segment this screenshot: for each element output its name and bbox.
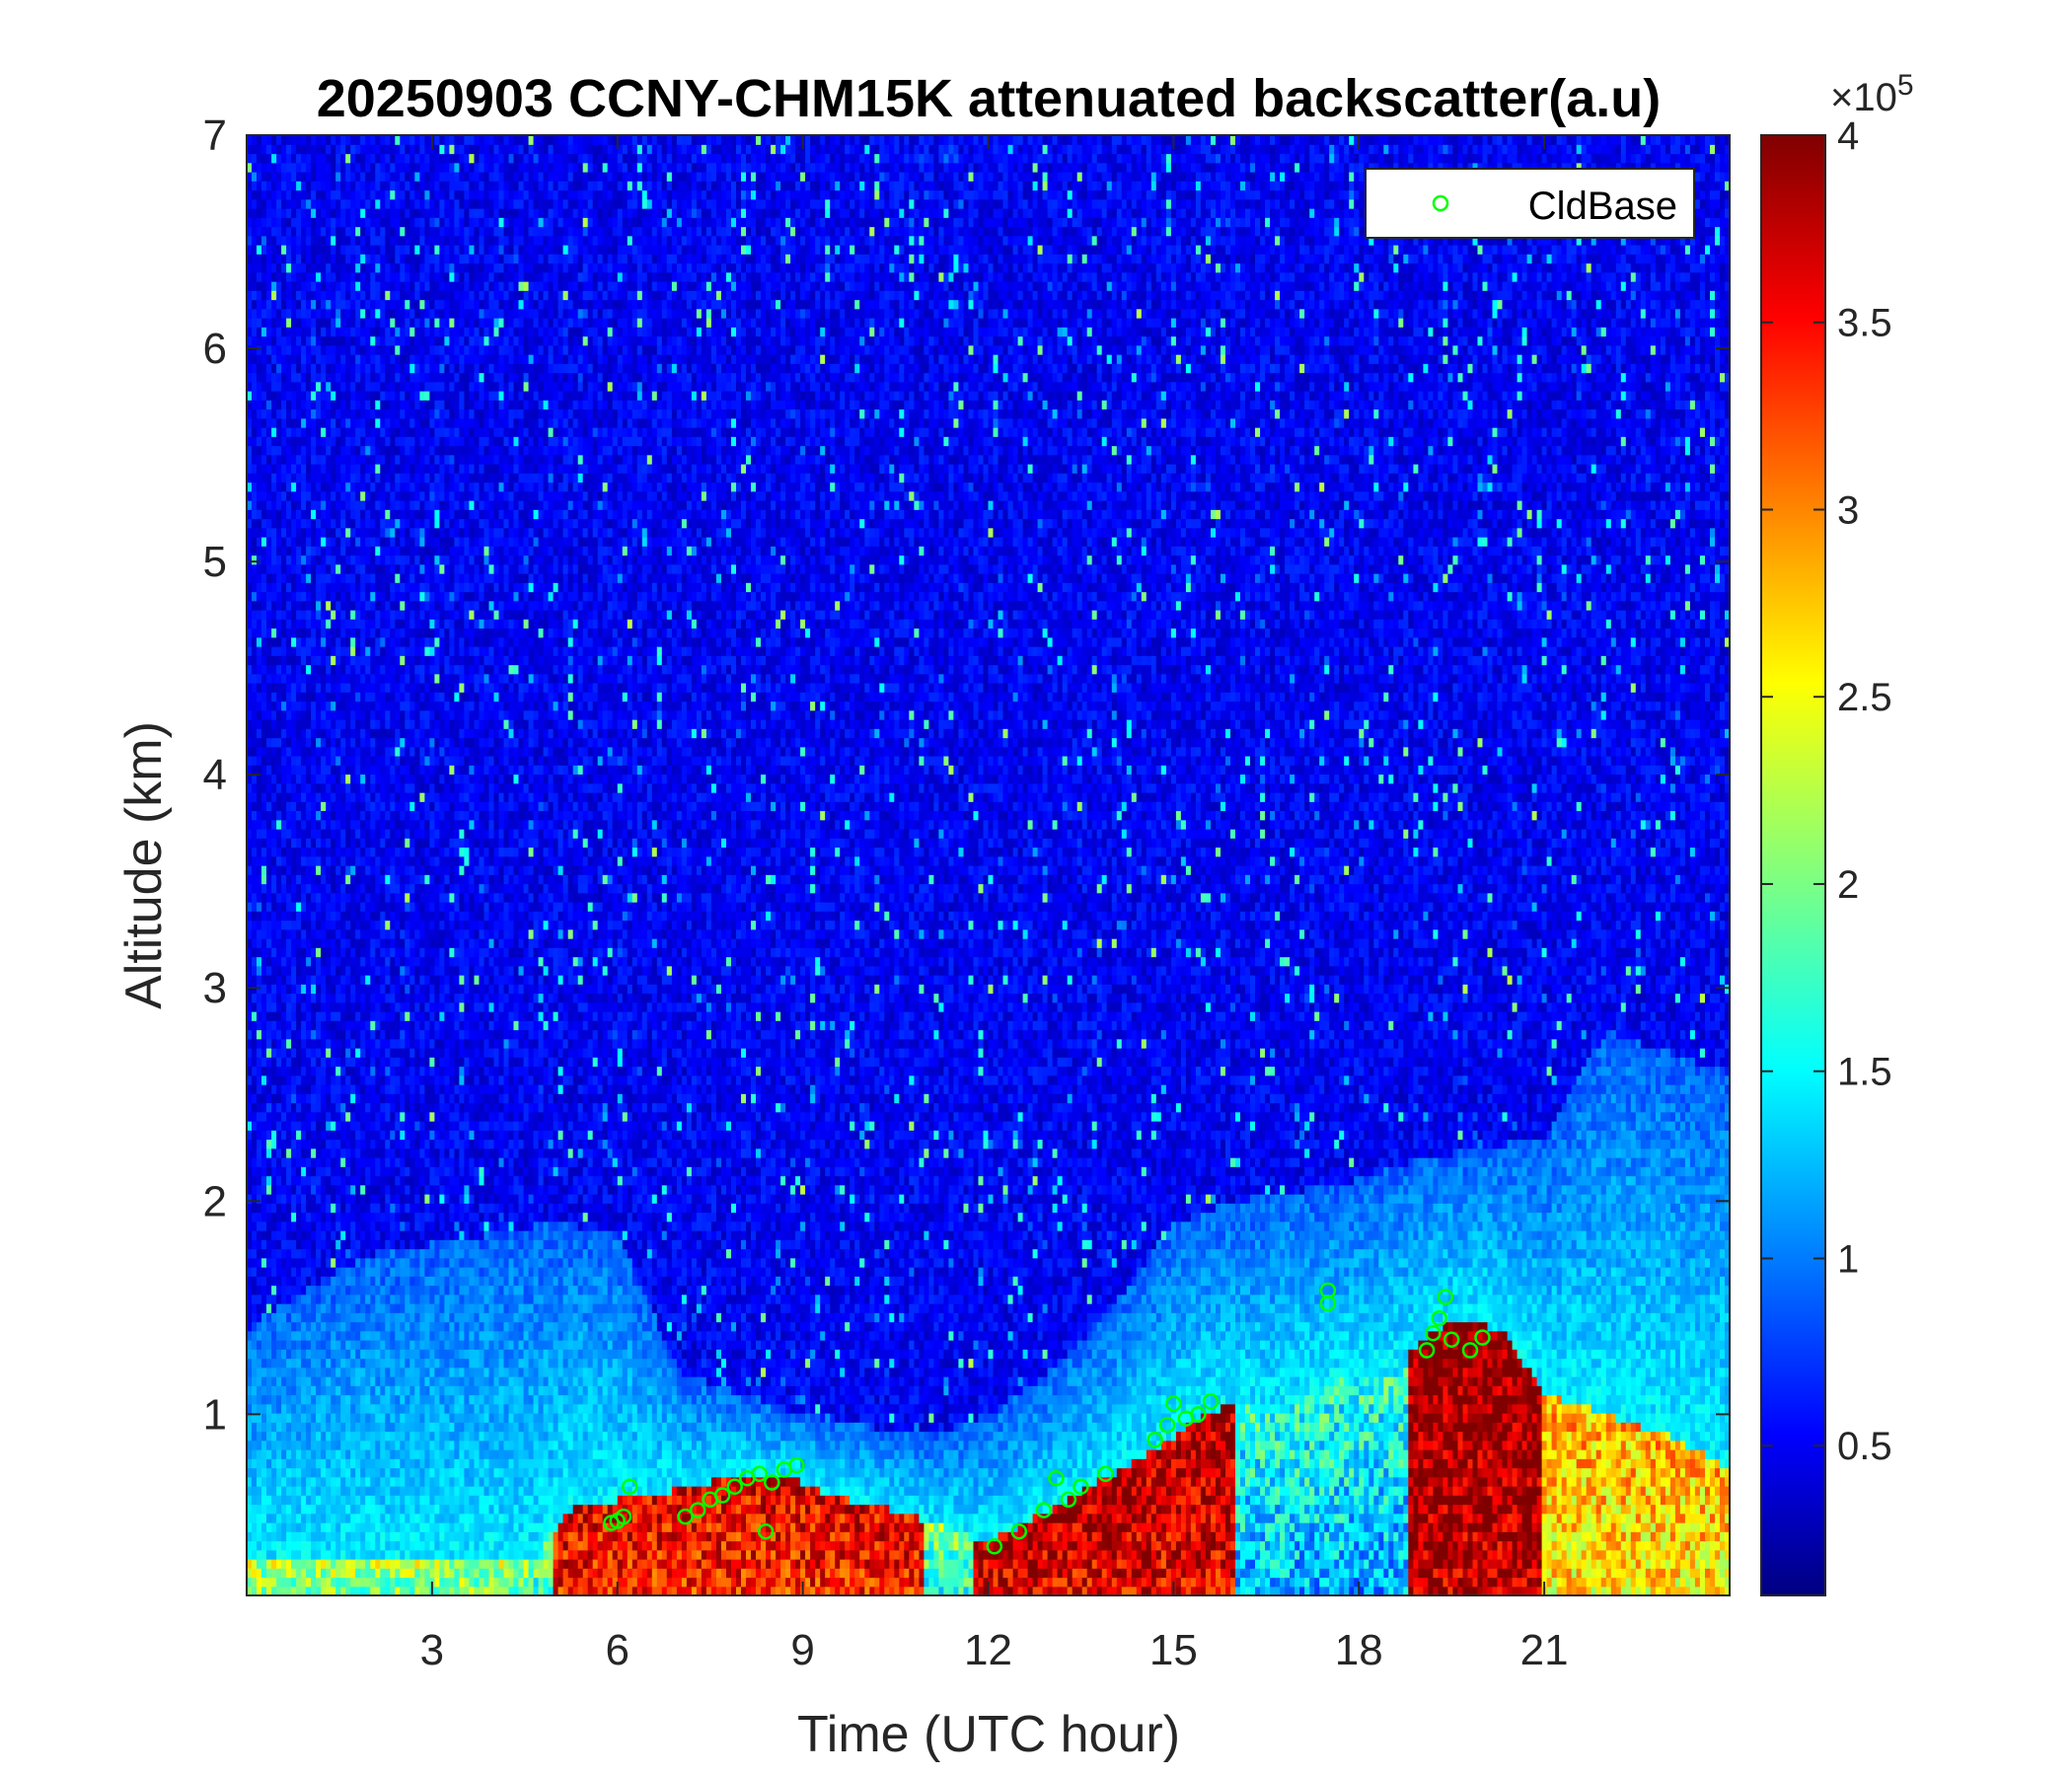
x-tick-label: 12 — [964, 1626, 1012, 1674]
y-axis-label: Altitude (km) — [115, 721, 173, 1009]
x-tick-label: 21 — [1520, 1626, 1569, 1674]
y-tick-label: 2 — [203, 1177, 227, 1225]
colorbar-tick-label: 3.5 — [1837, 302, 1892, 345]
legend-label: CldBase — [1528, 185, 1677, 228]
x-tick-label: 9 — [790, 1626, 814, 1674]
colorbar-gradient — [1761, 135, 1825, 1595]
y-tick-label: 1 — [203, 1390, 227, 1439]
x-axis-label: Time (UTC hour) — [797, 1706, 1180, 1763]
y-tick-label: 4 — [203, 751, 227, 799]
colorbar: 0.5 1 1.5 2 2.5 3 3.5 4 ×105 — [1761, 69, 1914, 1595]
y-tick-label: 5 — [203, 538, 227, 586]
x-tick-label: 15 — [1149, 1626, 1198, 1674]
x-tick-label: 6 — [606, 1626, 629, 1674]
chart-title: 20250903 CCNY-CHM15K attenuated backscat… — [317, 69, 1662, 128]
legend: CldBase — [1366, 169, 1694, 238]
colorbar-tick-label: 1 — [1837, 1237, 1859, 1281]
x-tick-label: 18 — [1335, 1626, 1383, 1674]
y-tick-label: 3 — [203, 964, 227, 1012]
x-tick-label: 3 — [420, 1626, 444, 1674]
colorbar-tick-label: 2.5 — [1837, 676, 1892, 719]
colorbar-tick-label: 1.5 — [1837, 1051, 1892, 1094]
colorbar-tick-label: 3 — [1837, 488, 1859, 532]
colorbar-tick-label: 0.5 — [1837, 1425, 1892, 1468]
y-tick-label: 6 — [203, 325, 227, 373]
y-tick-label: 7 — [203, 111, 227, 160]
colorbar-tick-label: 4 — [1837, 114, 1859, 158]
plot-area — [247, 135, 1731, 1596]
colorbar-tick-label: 2 — [1837, 863, 1859, 907]
colorbar-exponent: ×105 — [1830, 69, 1914, 119]
backscatter-heatmap — [247, 135, 1731, 1596]
